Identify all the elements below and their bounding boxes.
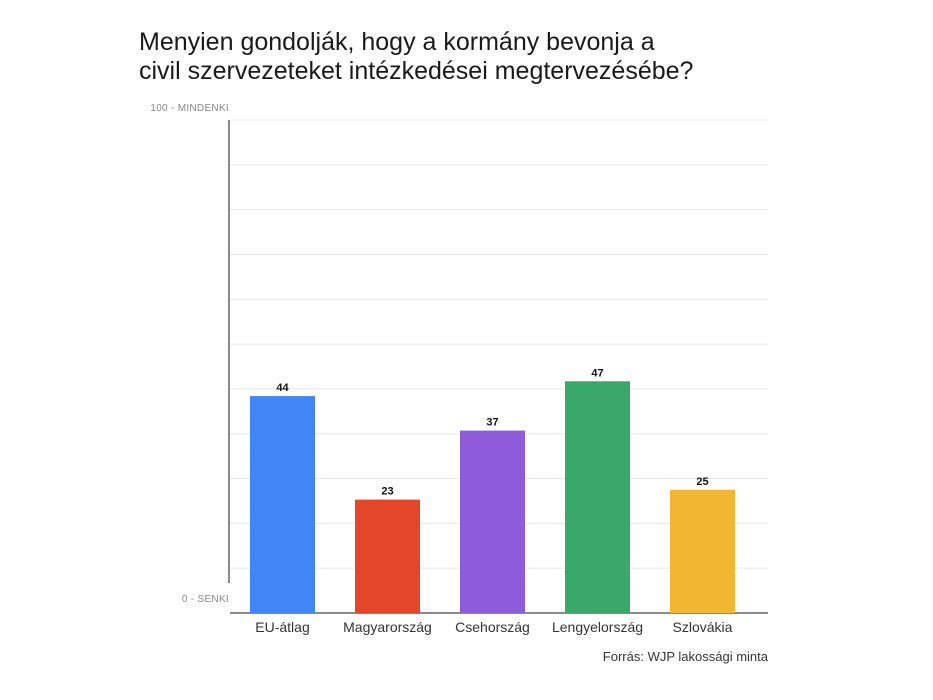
y-tick-label-bottom: 0 - SENKI — [182, 594, 229, 605]
value-label-4: 47 — [591, 367, 603, 379]
bar-4 — [565, 381, 630, 613]
bar-3 — [460, 430, 525, 613]
category-label-1: EU-átlag — [255, 619, 309, 635]
category-label-2: Magyarország — [343, 619, 432, 635]
category-label-4: Lengyelország — [552, 619, 643, 635]
source-note: Forrás: WJP lakossági minta — [602, 649, 768, 664]
category-label-5: Szlovákia — [673, 619, 733, 635]
bar-2 — [355, 499, 420, 613]
value-label-5: 25 — [696, 476, 708, 488]
bar-1 — [250, 396, 315, 613]
bar-5 — [670, 489, 735, 613]
chart-title-line-1: Menyien gondolják, hogy a kormány bevonj… — [139, 28, 655, 56]
value-label-3: 37 — [486, 417, 498, 429]
value-label-2: 23 — [381, 486, 393, 498]
chart-title-line-2: civil szervezeteket intézkedései megterv… — [139, 57, 694, 85]
y-tick-label-top: 100 - MINDENKI — [150, 103, 229, 114]
value-label-1: 44 — [276, 382, 289, 394]
chart-title: Menyien gondolják, hogy a kormány bevonj… — [139, 28, 839, 86]
category-label-3: Csehország — [455, 619, 530, 635]
grid-lines — [230, 119, 768, 569]
bars-group: 44 EU-átlag 23 Magyarország 37 Csehország 47 Le… — [250, 367, 735, 635]
